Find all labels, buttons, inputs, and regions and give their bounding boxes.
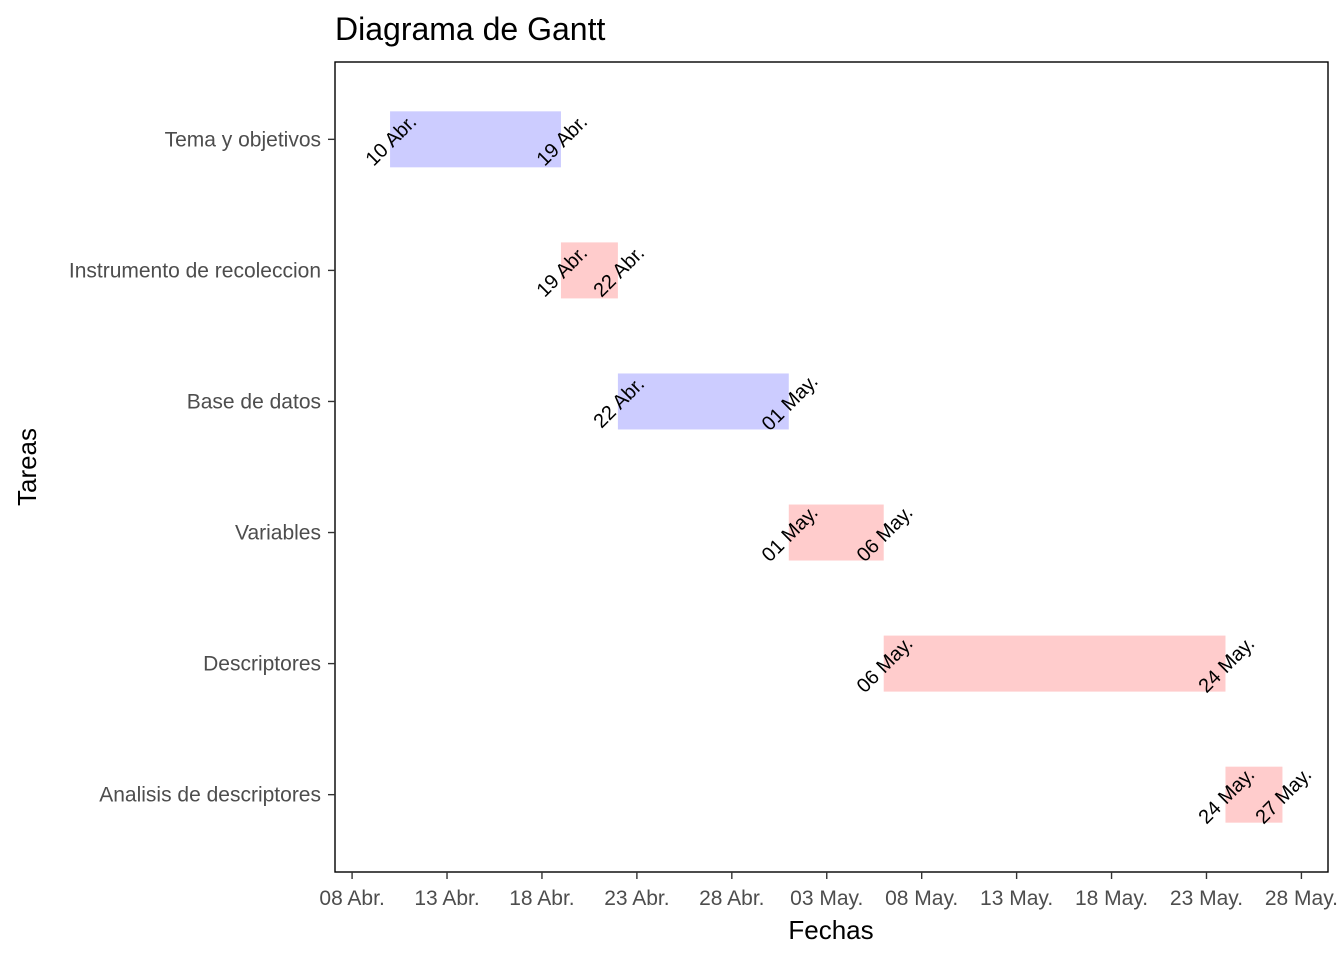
x-tick-label: 23 May.: [1170, 887, 1243, 910]
x-tick-label: 03 May.: [790, 887, 863, 910]
y-tick-label: Tema y objetivos: [165, 128, 321, 151]
x-tick-label: 08 Abr.: [319, 887, 384, 910]
task-bar: [1225, 766, 1283, 823]
y-tick-label: Instrumento de recoleccion: [69, 259, 321, 282]
x-tick-label: 18 Abr.: [509, 887, 574, 910]
y-axis: Tema y objetivos Instrumento de recolecci…: [69, 128, 335, 807]
y-tick-label: Variables: [235, 522, 321, 545]
task-bar: [560, 242, 618, 299]
x-tick-label: 08 May.: [885, 887, 958, 910]
task-bar: [883, 635, 1226, 692]
x-tick-label: 13 Abr.: [414, 887, 479, 910]
task-bar: [390, 111, 561, 168]
x-tick-label: 13 May.: [980, 887, 1053, 910]
task-bar: [788, 504, 884, 561]
plot-panel: [334, 61, 1329, 873]
bars-layer: [390, 111, 1283, 823]
x-tick-label: 18 May.: [1075, 887, 1148, 910]
y-tick-label: Analisis de descriptores: [99, 784, 321, 807]
x-tick-label: 28 May.: [1265, 887, 1338, 910]
y-axis-title: Tareas: [12, 428, 42, 506]
y-tick-label: Descriptores: [203, 653, 321, 676]
x-tick-label: 23 Abr.: [604, 887, 669, 910]
chart-title: Diagrama de Gantt: [335, 11, 605, 47]
x-axis-title: Fechas: [788, 915, 873, 945]
x-axis: 08 Abr. 13 Abr. 18 Abr. 23 Abr. 28 Abr. 03 Ma…: [319, 872, 1338, 910]
task-bar: [617, 373, 789, 430]
bar-labels-layer: 10 Abr. 19 Abr.19 Abr.22 Abr.22 Abr. 01 Ma…: [362, 111, 1317, 829]
y-tick-label: Base de datos: [187, 390, 321, 413]
x-tick-label: 28 Abr.: [699, 887, 764, 910]
